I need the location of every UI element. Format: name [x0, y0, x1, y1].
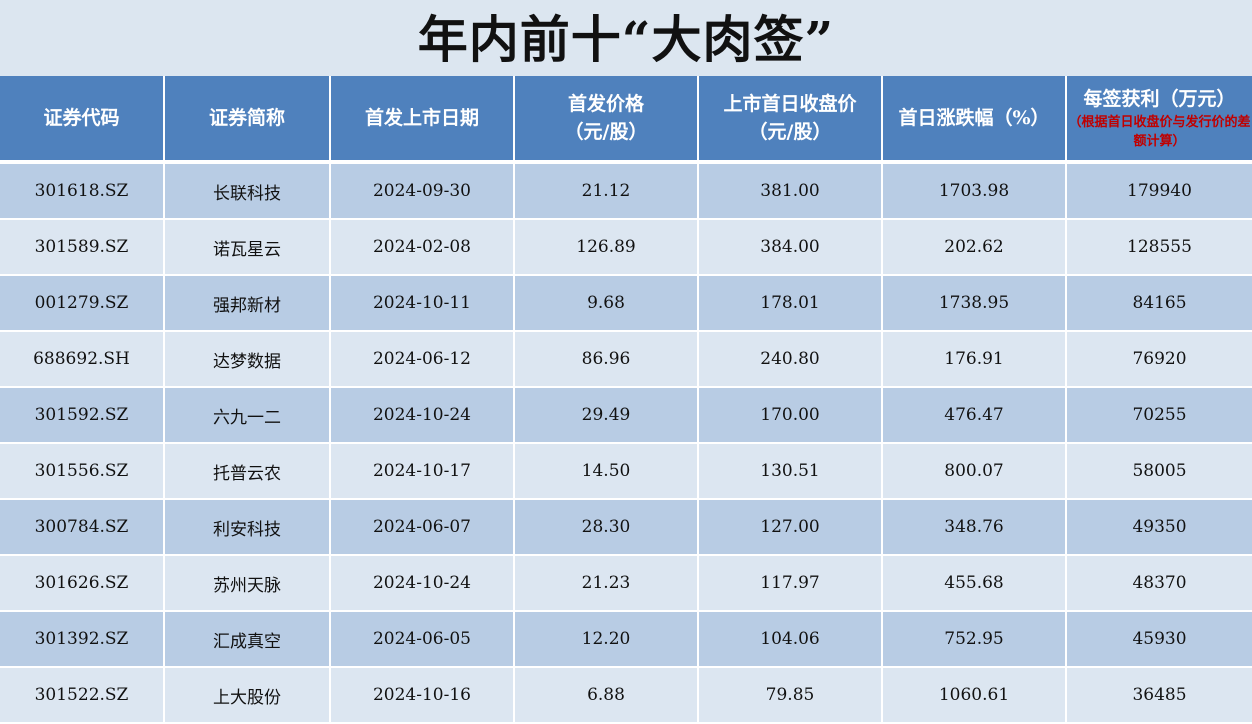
- header-code: 证券代码: [0, 76, 165, 164]
- cell-listing-date: 2024-02-08: [331, 220, 515, 276]
- cell-first-day-change: 800.07: [883, 444, 1067, 500]
- cell-first-day-close: 384.00: [699, 220, 883, 276]
- cell-profit-per-lot: 84165: [1067, 276, 1252, 332]
- table-row: 301589.SZ 诺瓦星云 2024-02-08 126.89 384.00 202.6…: [0, 220, 1252, 276]
- cell-issue-price: 29.49: [515, 388, 699, 444]
- table-row: 001279.SZ 强邦新材 2024-10-11 9.68 178.01 1738.95…: [0, 276, 1252, 332]
- cell-first-day-close: 117.97: [699, 556, 883, 612]
- page-title: 年内前十“大肉签”: [417, 10, 835, 69]
- cell-name: 达梦数据: [165, 332, 331, 388]
- table-row: 301592.SZ 六九一二 2024-10-24 29.49 170.00 476.47…: [0, 388, 1252, 444]
- cell-profit-per-lot: 45930: [1067, 612, 1252, 668]
- cell-code: 301592.SZ: [0, 388, 165, 444]
- cell-name: 利安科技: [165, 500, 331, 556]
- table-row: 301556.SZ 托普云农 2024-10-17 14.50 130.51 800.07…: [0, 444, 1252, 500]
- header-profit-note: （根据首日收盘价与发行价的差额计算）: [1068, 115, 1251, 149]
- cell-name: 六九一二: [165, 388, 331, 444]
- cell-first-day-close: 178.01: [699, 276, 883, 332]
- header-issue-price: 首发价格 （元/股）: [515, 76, 699, 164]
- cell-listing-date: 2024-10-11: [331, 276, 515, 332]
- cell-first-day-close: 127.00: [699, 500, 883, 556]
- cell-code: 301556.SZ: [0, 444, 165, 500]
- cell-listing-date: 2024-09-30: [331, 164, 515, 220]
- cell-first-day-change: 1738.95: [883, 276, 1067, 332]
- table-row: 688692.SH 达梦数据 2024-06-12 86.96 240.80 176.91…: [0, 332, 1252, 388]
- cell-profit-per-lot: 36485: [1067, 668, 1252, 724]
- header-name: 证券简称: [165, 76, 331, 164]
- cell-profit-per-lot: 58005: [1067, 444, 1252, 500]
- header-first-day-close: 上市首日收盘价 （元/股）: [699, 76, 883, 164]
- cell-first-day-change: 176.91: [883, 332, 1067, 388]
- table-row: 301392.SZ 汇成真空 2024-06-05 12.20 104.06 752.95…: [0, 612, 1252, 668]
- cell-name: 托普云农: [165, 444, 331, 500]
- cell-profit-per-lot: 48370: [1067, 556, 1252, 612]
- cell-listing-date: 2024-06-07: [331, 500, 515, 556]
- cell-name: 长联科技: [165, 164, 331, 220]
- cell-profit-per-lot: 49350: [1067, 500, 1252, 556]
- cell-issue-price: 9.68: [515, 276, 699, 332]
- table-body: 301618.SZ 长联科技 2024-09-30 21.12 381.00 1703.9…: [0, 164, 1252, 724]
- cell-name: 苏州天脉: [165, 556, 331, 612]
- cell-first-day-close: 170.00: [699, 388, 883, 444]
- cell-listing-date: 2024-06-05: [331, 612, 515, 668]
- cell-profit-per-lot: 128555: [1067, 220, 1252, 276]
- cell-issue-price: 21.23: [515, 556, 699, 612]
- cell-issue-price: 12.20: [515, 612, 699, 668]
- cell-first-day-close: 381.00: [699, 164, 883, 220]
- cell-first-day-change: 476.47: [883, 388, 1067, 444]
- cell-code: 300784.SZ: [0, 500, 165, 556]
- cell-first-day-change: 1703.98: [883, 164, 1067, 220]
- cell-code: 001279.SZ: [0, 276, 165, 332]
- table-row: 301522.SZ 上大股份 2024-10-16 6.88 79.85 1060.61 3…: [0, 668, 1252, 724]
- cell-name: 强邦新材: [165, 276, 331, 332]
- cell-listing-date: 2024-06-12: [331, 332, 515, 388]
- ipo-ranking-table: 证券代码 证券简称 首发上市日期 首发价格 （元/股） 上市首日收盘价 （元/股…: [0, 76, 1252, 724]
- cell-profit-per-lot: 70255: [1067, 388, 1252, 444]
- cell-first-day-close: 104.06: [699, 612, 883, 668]
- cell-profit-per-lot: 76920: [1067, 332, 1252, 388]
- cell-listing-date: 2024-10-17: [331, 444, 515, 500]
- cell-name: 上大股份: [165, 668, 331, 724]
- cell-listing-date: 2024-10-24: [331, 388, 515, 444]
- cell-issue-price: 126.89: [515, 220, 699, 276]
- cell-listing-date: 2024-10-24: [331, 556, 515, 612]
- cell-code: 301522.SZ: [0, 668, 165, 724]
- table-row: 300784.SZ 利安科技 2024-06-07 28.30 127.00 348.76…: [0, 500, 1252, 556]
- cell-first-day-change: 455.68: [883, 556, 1067, 612]
- cell-first-day-close: 240.80: [699, 332, 883, 388]
- cell-issue-price: 14.50: [515, 444, 699, 500]
- cell-profit-per-lot: 179940: [1067, 164, 1252, 220]
- cell-listing-date: 2024-10-16: [331, 668, 515, 724]
- header-first-day-change: 首日涨跌幅（%）: [883, 76, 1067, 164]
- cell-code: 301589.SZ: [0, 220, 165, 276]
- cell-code: 301626.SZ: [0, 556, 165, 612]
- cell-first-day-change: 752.95: [883, 612, 1067, 668]
- cell-name: 诺瓦星云: [165, 220, 331, 276]
- cell-first-day-close: 79.85: [699, 668, 883, 724]
- cell-first-day-change: 202.62: [883, 220, 1067, 276]
- table-row: 301626.SZ 苏州天脉 2024-10-24 21.23 117.97 455.68…: [0, 556, 1252, 612]
- cell-issue-price: 21.12: [515, 164, 699, 220]
- cell-issue-price: 86.96: [515, 332, 699, 388]
- header-listing-date: 首发上市日期: [331, 76, 515, 164]
- cell-name: 汇成真空: [165, 612, 331, 668]
- cell-first-day-close: 130.51: [699, 444, 883, 500]
- cell-code: 301392.SZ: [0, 612, 165, 668]
- cell-first-day-change: 348.76: [883, 500, 1067, 556]
- header-profit-per-lot: 每签获利（万元） （根据首日收盘价与发行价的差额计算）: [1067, 76, 1252, 164]
- cell-code: 301618.SZ: [0, 164, 165, 220]
- cell-issue-price: 28.30: [515, 500, 699, 556]
- table-header-row: 证券代码 证券简称 首发上市日期 首发价格 （元/股） 上市首日收盘价 （元/股…: [0, 76, 1252, 164]
- cell-first-day-change: 1060.61: [883, 668, 1067, 724]
- cell-code: 688692.SH: [0, 332, 165, 388]
- cell-issue-price: 6.88: [515, 668, 699, 724]
- table-row: 301618.SZ 长联科技 2024-09-30 21.12 381.00 1703.9…: [0, 164, 1252, 220]
